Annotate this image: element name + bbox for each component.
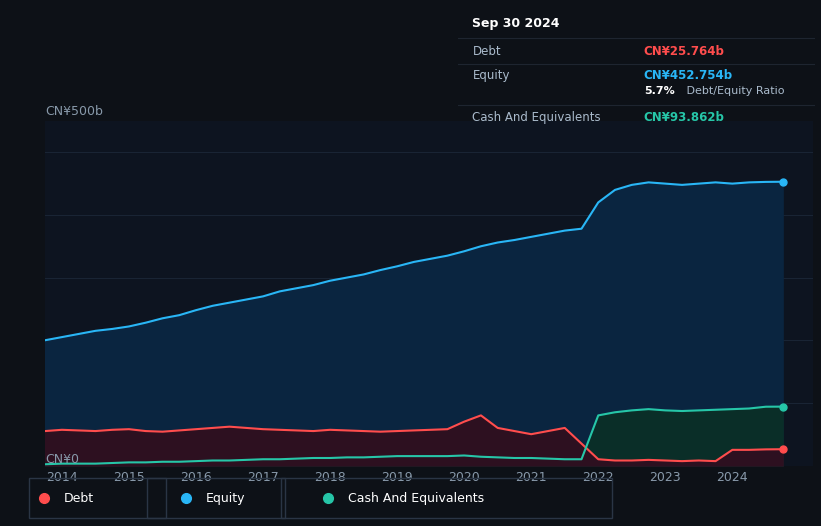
Text: Equity: Equity [206, 492, 245, 505]
Text: CN¥93.862b: CN¥93.862b [644, 111, 725, 124]
Text: Cash And Equivalents: Cash And Equivalents [472, 111, 601, 124]
Text: 5.7%: 5.7% [644, 86, 675, 96]
Text: CN¥452.754b: CN¥452.754b [644, 69, 733, 83]
Text: CN¥0: CN¥0 [45, 452, 79, 466]
Text: CN¥500b: CN¥500b [45, 105, 103, 118]
Text: Equity: Equity [472, 69, 510, 83]
Text: Sep 30 2024: Sep 30 2024 [472, 17, 560, 30]
Text: CN¥25.764b: CN¥25.764b [644, 45, 725, 58]
Text: Debt/Equity Ratio: Debt/Equity Ratio [683, 86, 785, 96]
Text: Debt: Debt [472, 45, 501, 58]
Text: Debt: Debt [64, 492, 94, 505]
Text: Cash And Equivalents: Cash And Equivalents [348, 492, 484, 505]
